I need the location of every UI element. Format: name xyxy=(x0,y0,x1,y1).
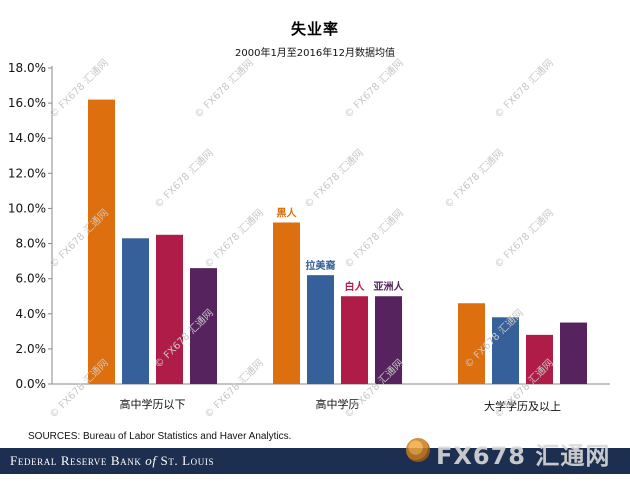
bar-1-3 xyxy=(375,296,402,384)
bar-1-1 xyxy=(307,275,334,384)
watermark-logo-icon xyxy=(406,438,430,462)
bar-chart: 0.0% 2.0% 4.0% 6.0% 8.0% 10.0% 12.0% 14.0% 16.0%… xyxy=(8,61,610,413)
y-tick-label: 8.0% xyxy=(16,237,47,251)
bar-0-1 xyxy=(122,238,149,384)
bar-1-0 xyxy=(273,222,300,384)
bar-0-3 xyxy=(190,268,217,384)
y-tick-label: 6.0% xyxy=(16,272,47,286)
footer-bar: Federal Reserve Bank of St. Louis xyxy=(0,448,630,474)
series-label: 亚洲人 xyxy=(374,280,405,293)
y-tick-label: 0.0% xyxy=(16,377,47,391)
y-tick-label: 18.0% xyxy=(8,61,46,75)
bar-0-0 xyxy=(88,99,115,384)
series-label: 拉美裔 xyxy=(306,259,336,272)
bar-2-3 xyxy=(560,322,587,384)
chart-subtitle: 2000年1月至2016年12月数据均值 xyxy=(235,48,395,59)
bar-2-0 xyxy=(458,303,485,384)
bar-2-2 xyxy=(526,334,553,384)
y-tick-label: 16.0% xyxy=(8,96,46,110)
bar-1-2 xyxy=(341,296,368,384)
y-tick-label: 10.0% xyxy=(8,201,46,215)
y-tick-label: 4.0% xyxy=(16,307,47,321)
watermark-footer-text: FX678 汇通网 xyxy=(436,442,611,470)
footer-title: Federal Reserve Bank of St. Louis xyxy=(10,453,215,468)
chart-title: 失业率 xyxy=(290,20,339,38)
source-note: SOURCES: Bureau of Labor Statistics and … xyxy=(28,431,292,442)
y-tick-label: 14.0% xyxy=(8,131,46,145)
y-tick-label: 12.0% xyxy=(8,166,46,180)
category-label: 高中学历 xyxy=(316,397,360,411)
series-label: 黑人 xyxy=(277,206,298,219)
category-label: 高中学历以下 xyxy=(120,397,186,411)
series-label: 白人 xyxy=(345,280,366,293)
y-tick-label: 2.0% xyxy=(16,342,47,356)
bar-0-2 xyxy=(156,234,183,384)
category-label: 大学学历及以上 xyxy=(484,399,561,413)
bar-2-1 xyxy=(492,317,519,384)
